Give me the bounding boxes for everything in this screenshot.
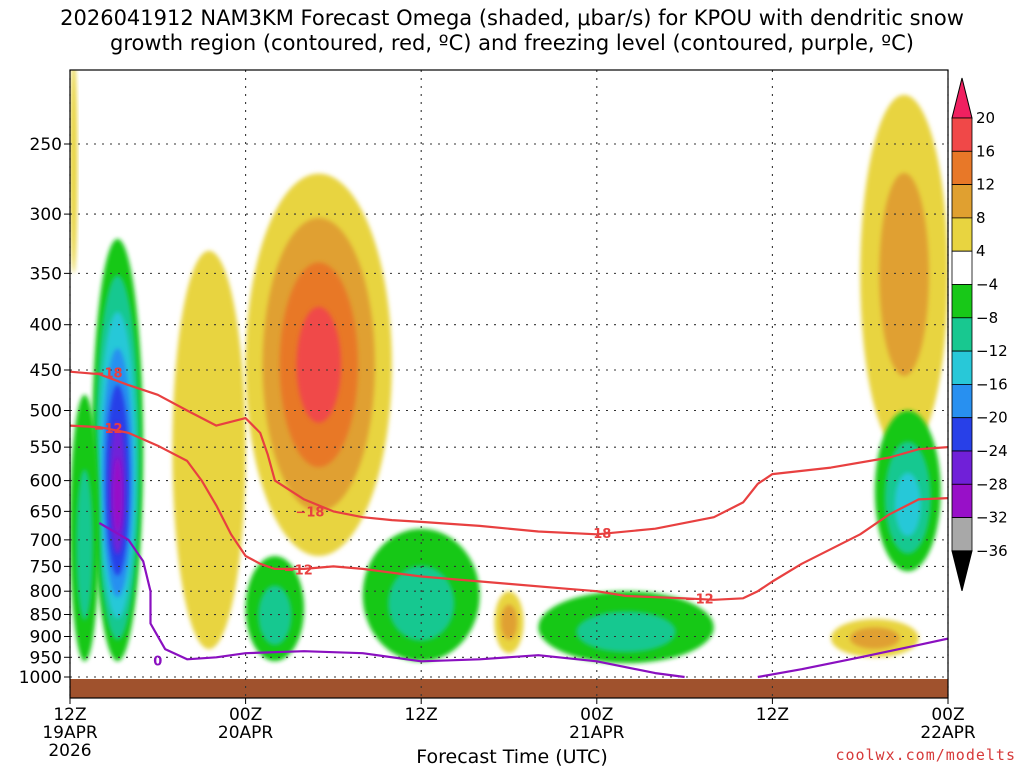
ytick-label-950: 950 [30, 648, 62, 668]
omega-contour-3-0 [172, 250, 246, 650]
colorbar-bin-0 [951, 117, 973, 152]
x-axis-label: Forecast Time (UTC) [416, 746, 608, 768]
colorbar-bottom-arrow [951, 550, 973, 592]
y-axis-ticks: 2503003504004505005506006507007508008509… [19, 135, 70, 688]
ytick-label-550: 550 [30, 438, 62, 458]
xtick-label-0-1: 19APR [42, 723, 98, 743]
colorbar-label-8: −16 [976, 375, 1008, 393]
colorbar-bin-10 [951, 450, 973, 485]
xtick-label-3-0: 00Z [580, 705, 613, 725]
omega-contour-4-0 [70, 70, 78, 274]
clabel-0-0: −18 [94, 367, 123, 382]
contour-labels: −18 −18 −18 −12 −12 −12 0 [94, 367, 714, 670]
clabel-1-1: −12 [284, 563, 313, 578]
colorbar-label-0: 20 [976, 109, 995, 127]
xtick-label-0-2: 2026 [48, 741, 91, 761]
ytick-label-800: 800 [30, 582, 62, 602]
omega-contour-9-1 [879, 172, 929, 376]
plot-frame [69, 69, 949, 699]
isotherm-1 [70, 424, 948, 601]
colorbar-label-1: 16 [976, 142, 995, 160]
colorbar-bin-1 [951, 150, 973, 186]
ytick-label-900: 900 [30, 627, 62, 647]
isotherm-3 [757, 637, 948, 679]
colorbar-label-7: −12 [976, 342, 1008, 360]
omega-contour-6-1 [388, 565, 455, 641]
isotherm-contours [70, 370, 948, 679]
ytick-label-600: 600 [30, 472, 62, 492]
colorbar-bin-4 [951, 250, 973, 285]
colorbar-label-13: −36 [976, 542, 1008, 560]
credit-text: coolwx.com/modelts [835, 746, 1016, 764]
omega-contour-5-1 [258, 585, 292, 645]
colorbar-bin-7 [951, 350, 973, 385]
ytick-label-1000: 1000 [19, 668, 62, 688]
xtick-label-0-0: 12Z [53, 705, 86, 725]
colorbar-bin-6 [951, 317, 973, 352]
ytick-label-350: 350 [30, 264, 62, 284]
ytick-label-250: 250 [30, 135, 62, 155]
ytick-label-850: 850 [30, 606, 62, 626]
omega-contour-11-1 [850, 627, 900, 649]
xtick-label-5-0: 00Z [931, 705, 964, 725]
xtick-label-3-1: 21APR [569, 723, 625, 743]
clabel-1-0: −12 [94, 422, 123, 437]
chart-title-line2: growth region (contoured, red, ºC) and f… [110, 31, 914, 55]
ground-surface [70, 679, 948, 698]
omega-contour-8-1 [500, 604, 518, 640]
colorbar-label-5: −4 [976, 276, 998, 294]
ytick-label-500: 500 [30, 402, 62, 422]
colorbar-bin-2 [951, 184, 973, 219]
ytick-label-400: 400 [30, 316, 62, 336]
ytick-label-700: 700 [30, 531, 62, 551]
omega-contour-7-1 [576, 611, 676, 653]
freezing-level-label: 0 [153, 655, 162, 670]
colorbar-bin-3 [951, 217, 973, 252]
xtick-label-1-0: 00Z [229, 705, 262, 725]
omega-contour-0-6 [112, 457, 123, 533]
omega-shading [70, 70, 948, 664]
colorbar-label-10: −24 [976, 442, 1008, 460]
ytick-label-450: 450 [30, 361, 62, 381]
ytick-label-750: 750 [30, 557, 62, 577]
colorbar-bin-5 [951, 284, 973, 319]
clabel-1-2: −12 [685, 592, 714, 607]
omega-contour-1-1 [76, 469, 93, 621]
colorbar-label-11: −28 [976, 475, 1008, 493]
xtick-label-5-1: 22APR [920, 723, 976, 743]
colorbar-top-arrow [951, 77, 973, 119]
isotherm-2 [98, 522, 685, 679]
ytick-label-300: 300 [30, 205, 62, 225]
colorbar-label-6: −8 [976, 309, 998, 327]
colorbar-label-3: 8 [976, 209, 986, 227]
colorbar-label-2: 12 [976, 176, 995, 194]
colorbar-bin-9 [951, 417, 973, 452]
colorbar-label-4: 4 [976, 242, 986, 260]
xtick-label-2-0: 12Z [405, 705, 438, 725]
xtick-label-1-1: 20APR [218, 723, 274, 743]
colorbar-bin-12 [951, 517, 973, 552]
colorbar-label-9: −20 [976, 409, 1008, 427]
clabel-0-1: −18 [295, 505, 324, 520]
xtick-label-4-0: 12Z [756, 705, 789, 725]
colorbar-bin-11 [951, 483, 973, 518]
colorbar-label-12: −32 [976, 509, 1008, 527]
clabel-0-2: −18 [582, 527, 611, 542]
chart-title-line1: 2026041912 NAM3KM Forecast Omega (shaded… [60, 6, 964, 30]
colorbar-bin-8 [951, 383, 973, 419]
omega-contour-2-3 [296, 306, 341, 423]
isotherm-0 [70, 370, 948, 536]
omega-colorbar: 20 16 12 8 4 −4 −8 −12 −16 −20 −24 −28 −32 −36 [951, 77, 1008, 592]
ground-fill [70, 679, 948, 698]
ytick-label-650: 650 [30, 502, 62, 522]
